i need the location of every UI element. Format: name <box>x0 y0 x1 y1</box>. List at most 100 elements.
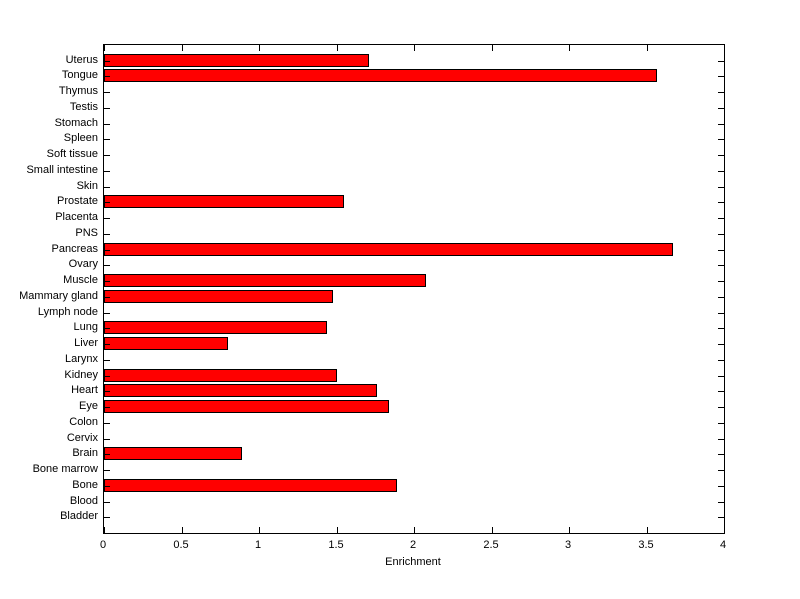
x-tick-top <box>647 45 648 51</box>
x-tick-label: 0 <box>99 539 107 551</box>
x-tick-bottom <box>647 527 648 533</box>
y-tick-label: Muscle <box>63 274 98 286</box>
y-tick-right <box>718 391 724 392</box>
y-tick-right <box>718 439 724 440</box>
y-tick-label: Prostate <box>57 195 98 207</box>
y-tick-left <box>104 486 110 487</box>
y-tick-right <box>718 470 724 471</box>
y-tick-left <box>104 124 110 125</box>
y-tick-label: Mammary gland <box>19 290 98 302</box>
y-tick-label: Kidney <box>64 369 98 381</box>
y-tick-right <box>718 265 724 266</box>
bar <box>104 290 333 303</box>
y-tick-right <box>718 218 724 219</box>
y-tick-right <box>718 171 724 172</box>
y-tick-label: Lymph node <box>37 306 98 318</box>
x-tick-label: 3.5 <box>638 539 654 551</box>
y-tick-left <box>104 61 110 62</box>
bar <box>104 54 369 67</box>
y-tick-label: Blood <box>69 495 98 507</box>
y-tick-right <box>718 502 724 503</box>
y-tick-right <box>718 281 724 282</box>
x-axis-title: Enrichment <box>385 556 441 568</box>
x-tick-label: 2.5 <box>483 539 499 551</box>
bar <box>104 447 242 460</box>
y-tick-right <box>718 423 724 424</box>
y-tick-right <box>718 328 724 329</box>
y-tick-label: Brain <box>72 447 98 459</box>
y-tick-label: Heart <box>71 384 98 396</box>
y-tick-right <box>718 202 724 203</box>
y-tick-left <box>104 376 110 377</box>
bar <box>104 69 657 82</box>
y-tick-left <box>104 234 110 235</box>
x-tick-top <box>414 45 415 51</box>
y-tick-left <box>104 297 110 298</box>
y-tick-right <box>718 92 724 93</box>
x-tick-bottom <box>414 527 415 533</box>
y-tick-label: Spleen <box>63 132 98 144</box>
y-tick-label: Lung <box>73 321 98 333</box>
y-tick-left <box>104 454 110 455</box>
y-tick-right <box>718 360 724 361</box>
y-tick-label: Ovary <box>68 258 98 270</box>
y-tick-left <box>104 281 110 282</box>
bar <box>104 243 673 256</box>
y-tick-left <box>104 423 110 424</box>
y-tick-left <box>104 439 110 440</box>
y-tick-right <box>718 454 724 455</box>
y-tick-label: Soft tissue <box>46 148 98 160</box>
y-tick-left <box>104 139 110 140</box>
y-tick-left <box>104 171 110 172</box>
y-tick-label: Testis <box>69 101 98 113</box>
y-tick-label: PNS <box>75 227 98 239</box>
y-tick-left <box>104 108 110 109</box>
y-tick-right <box>718 108 724 109</box>
x-tick-top <box>337 45 338 51</box>
y-tick-right <box>718 155 724 156</box>
y-tick-left <box>104 250 110 251</box>
y-tick-label: Larynx <box>64 353 98 365</box>
x-tick-label: 1.5 <box>328 539 344 551</box>
y-tick-label: Uterus <box>65 54 98 66</box>
y-tick-right <box>718 250 724 251</box>
y-tick-left <box>104 328 110 329</box>
y-tick-left <box>104 407 110 408</box>
x-tick-top <box>724 45 725 51</box>
x-tick-bottom <box>182 527 183 533</box>
plot-area <box>103 44 725 534</box>
x-tick-label: 3 <box>564 539 572 551</box>
bar <box>104 337 228 350</box>
y-tick-right <box>718 234 724 235</box>
x-tick-top <box>492 45 493 51</box>
x-tick-label: 4 <box>719 539 727 551</box>
x-tick-bottom <box>724 527 725 533</box>
y-tick-label: Thymus <box>58 85 98 97</box>
y-tick-right <box>718 297 724 298</box>
y-tick-right <box>718 139 724 140</box>
y-tick-left <box>104 313 110 314</box>
y-tick-left <box>104 344 110 345</box>
x-tick-top <box>104 45 105 51</box>
y-tick-label: Bone marrow <box>32 463 98 475</box>
x-tick-label: 0.5 <box>173 539 189 551</box>
y-tick-label: Placenta <box>55 211 98 223</box>
y-tick-left <box>104 360 110 361</box>
y-tick-right <box>718 486 724 487</box>
x-tick-bottom <box>104 527 105 533</box>
x-tick-bottom <box>259 527 260 533</box>
y-tick-left <box>104 155 110 156</box>
y-tick-label: Stomach <box>54 117 98 129</box>
y-tick-label: Small intestine <box>26 164 98 176</box>
bar <box>104 321 327 334</box>
bar <box>104 400 389 413</box>
x-tick-top <box>259 45 260 51</box>
y-tick-label: Pancreas <box>51 243 98 255</box>
y-tick-label: Cervix <box>66 432 98 444</box>
x-tick-top <box>182 45 183 51</box>
y-tick-left <box>104 470 110 471</box>
x-tick-label: 1 <box>254 539 262 551</box>
y-tick-label: Bone <box>72 479 98 491</box>
y-tick-label: Skin <box>76 180 98 192</box>
bar <box>104 369 337 382</box>
